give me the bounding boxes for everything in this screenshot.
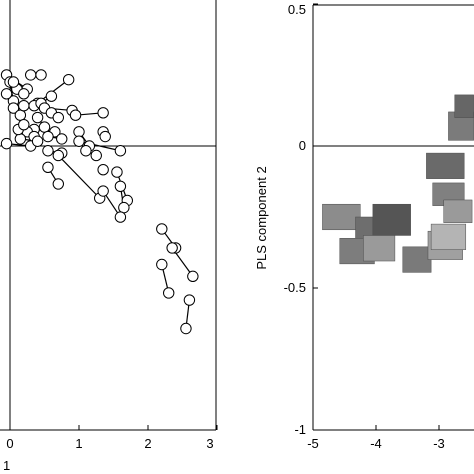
data-point	[35, 69, 47, 81]
x-tick-label: 0	[6, 436, 13, 451]
data-point	[90, 149, 102, 162]
data-point	[45, 90, 58, 102]
data-point	[14, 133, 27, 145]
data-point	[118, 201, 130, 214]
data-point	[163, 287, 175, 299]
data-point	[114, 145, 127, 157]
data-point	[69, 109, 82, 121]
data-point	[114, 180, 127, 192]
left-x-ticks: 0 1 2 3	[6, 425, 218, 451]
data-point	[38, 121, 51, 133]
x-tick-label: -4	[370, 436, 382, 451]
data-point	[18, 118, 30, 131]
y-tick-label: -1	[294, 422, 306, 437]
left-chart: 0 1 2 3 1	[0, 0, 218, 473]
data-point	[18, 100, 30, 112]
data-point	[62, 73, 75, 86]
left-points	[0, 69, 199, 335]
y-tick-label: 0.5	[288, 2, 306, 17]
right-y-ticks: 0.5 0 -0.5 -1	[284, 2, 318, 437]
data-point	[31, 111, 44, 124]
data-point	[42, 145, 54, 157]
data-point	[80, 145, 92, 157]
data-point	[25, 69, 37, 81]
data-point	[114, 211, 127, 223]
left-x-axis-label: 1	[3, 458, 10, 473]
x-tick-label: 1	[75, 436, 82, 451]
data-point	[0, 88, 13, 100]
data-point	[42, 161, 54, 174]
image-thumbnail	[454, 94, 474, 118]
pair-line	[57, 155, 101, 199]
data-point	[99, 130, 111, 143]
data-point	[187, 270, 199, 283]
image-thumbnail	[363, 235, 396, 262]
data-point	[14, 109, 27, 121]
x-tick-label: 3	[206, 436, 213, 451]
image-thumbnail	[443, 199, 473, 223]
data-point	[52, 149, 64, 162]
right-x-ticks: -5 -4 -3	[307, 425, 445, 451]
data-point	[183, 294, 196, 306]
image-thumbnail	[402, 246, 432, 273]
data-point	[73, 126, 85, 138]
data-point	[56, 133, 68, 145]
right-chart: -5 -4 -3 0.5 0 -0.5 -1 PLS component 2	[254, 2, 474, 451]
data-point	[73, 135, 85, 147]
data-point	[7, 76, 20, 88]
image-thumbnail	[322, 203, 361, 231]
data-point	[52, 178, 64, 190]
x-tick-label: -5	[307, 436, 319, 451]
data-point	[166, 242, 178, 254]
x-tick-label: 2	[144, 436, 151, 451]
data-point	[180, 322, 192, 335]
data-point	[156, 223, 168, 235]
data-point	[97, 164, 109, 176]
y-tick-label: -0.5	[284, 280, 306, 295]
right-image-points	[322, 94, 474, 273]
data-point	[0, 137, 13, 150]
data-point	[52, 111, 64, 124]
data-point	[31, 135, 44, 147]
data-point	[111, 166, 123, 178]
image-thumbnail	[372, 203, 411, 236]
data-point	[18, 88, 30, 100]
data-point	[97, 107, 109, 119]
right-y-axis-label: PLS component 2	[254, 166, 269, 269]
image-thumbnail	[430, 223, 467, 250]
data-point	[97, 185, 109, 197]
image-thumbnail	[426, 152, 465, 179]
y-tick-label: 0	[299, 138, 306, 153]
data-point	[42, 130, 54, 143]
x-tick-label: -3	[433, 436, 445, 451]
data-point	[156, 258, 168, 271]
